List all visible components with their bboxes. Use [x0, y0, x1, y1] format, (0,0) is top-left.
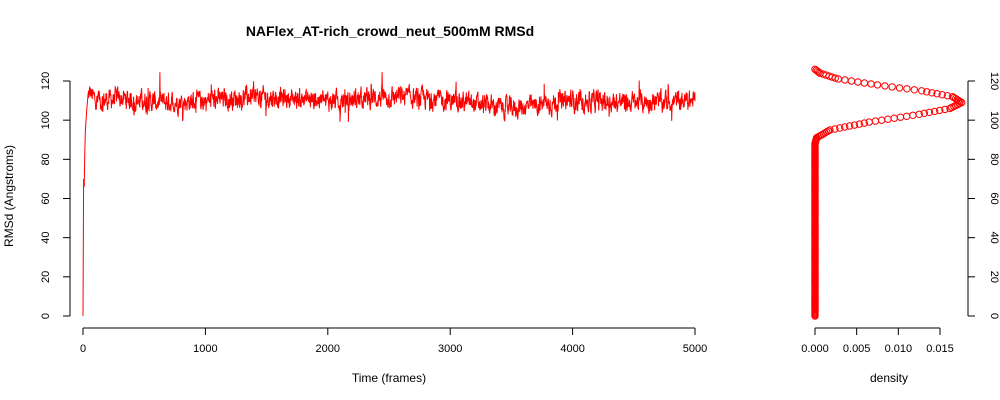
density-point	[890, 114, 898, 122]
y-tick-label: 40	[40, 232, 52, 244]
density-point	[923, 88, 931, 96]
x-tick-label: 4000	[560, 343, 584, 355]
density-y-tick-label: 40	[988, 232, 1000, 244]
density-point	[909, 111, 917, 120]
density-y-tick-label: 0	[988, 313, 1000, 319]
density-point	[903, 85, 911, 93]
density-point	[819, 70, 827, 78]
density-point	[903, 112, 911, 121]
density-point	[850, 121, 859, 129]
density-point	[845, 122, 854, 130]
density-point	[812, 66, 820, 74]
rmsd-time-series-plot: 0 1000 2000 3000 4000 5000 0 20 40 60 80 100 120	[40, 72, 707, 355]
density-axis-label: density	[870, 371, 908, 385]
density-point	[948, 93, 957, 101]
rmsd-density-plot: 0.000 0.005 0.010 0.015 0 20 40 60 80 100 120	[801, 65, 1000, 355]
density-y-tick-label: 120	[988, 72, 1000, 90]
y-tick-label: 100	[40, 111, 52, 129]
density-point	[920, 109, 928, 118]
x-tick-label: 1000	[193, 343, 217, 355]
density-point	[918, 87, 926, 95]
density-point	[847, 77, 856, 85]
density-point	[895, 84, 904, 92]
density-point	[873, 81, 882, 89]
density-point	[941, 105, 949, 114]
y-tick-label: 60	[40, 192, 52, 204]
density-point	[888, 83, 896, 91]
density-y-tick-label: 100	[988, 111, 1000, 129]
density-point	[841, 76, 849, 84]
density-point	[933, 90, 941, 98]
density-point	[878, 116, 886, 124]
density-point	[860, 119, 868, 127]
density-x-tick-label: 0.005	[843, 343, 871, 355]
density-point	[826, 126, 834, 134]
density-point	[950, 93, 958, 102]
density-point	[841, 123, 849, 131]
density-point	[896, 113, 905, 121]
density-point	[860, 79, 869, 87]
density-point	[943, 92, 952, 100]
density-point	[871, 117, 880, 125]
y-tick-label: 0	[40, 313, 52, 319]
density-point	[936, 106, 944, 115]
density-point	[910, 86, 918, 94]
density-point	[836, 124, 844, 132]
density-point	[925, 108, 934, 117]
density-point	[915, 110, 923, 119]
density-y-tick-label: 60	[988, 192, 1000, 204]
density-point	[928, 89, 936, 97]
rmsd-series-line	[82, 72, 696, 317]
y-tick-label: 80	[40, 153, 52, 165]
density-y-tick-label: 20	[988, 271, 1000, 283]
density-point	[811, 65, 819, 74]
density-x-tick-label: 0.015	[926, 343, 954, 355]
y-axis-label: RMSd (Angstroms)	[2, 145, 16, 247]
y-tick-label: 120	[40, 72, 52, 90]
density-point	[831, 125, 839, 133]
x-axis-label: Time (frames)	[352, 371, 426, 385]
x-tick-label: 2000	[316, 343, 340, 355]
density-point	[867, 80, 875, 88]
density-point	[938, 91, 946, 99]
density-x-tick-label: 0.000	[801, 343, 829, 355]
density-x-tick-label: 0.010	[885, 343, 913, 355]
x-tick-label: 0	[80, 343, 86, 355]
density-point	[930, 107, 939, 116]
density-point	[884, 115, 892, 123]
x-tick-label: 5000	[683, 343, 707, 355]
density-point	[855, 120, 864, 128]
density-point	[854, 78, 862, 86]
x-tick-label: 3000	[438, 343, 462, 355]
y-tick-label: 20	[40, 271, 52, 283]
density-point	[881, 82, 889, 90]
density-y-tick-label: 80	[988, 153, 1000, 165]
chart-title: NAFlex_AT-rich_crowd_neut_500mM RMSd	[246, 23, 534, 39]
